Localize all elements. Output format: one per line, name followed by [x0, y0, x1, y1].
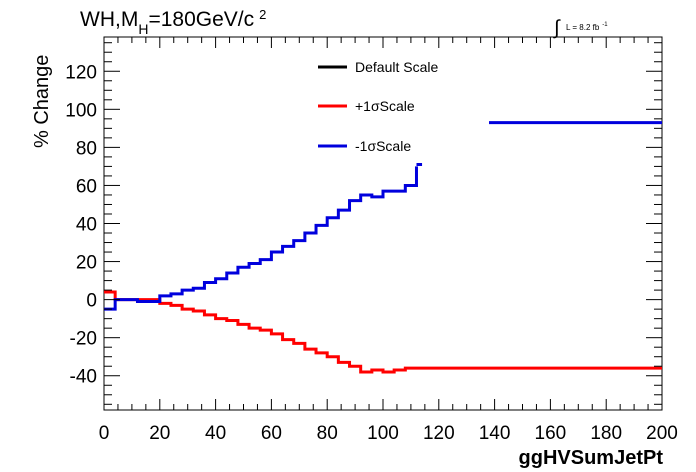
x-axis-label: ggHVSumJetPt [519, 447, 664, 469]
y-tick-label: 80 [76, 138, 97, 159]
x-tick-label: 20 [149, 423, 170, 444]
x-tick-label: 120 [423, 423, 455, 444]
x-tick-label: 180 [590, 423, 622, 444]
legend-label-plus1sigma: +1σScale [355, 98, 415, 114]
x-tick-label: 60 [261, 423, 282, 444]
lumi-integral-symbol: ∫ [553, 17, 561, 39]
lumi-label: L = 8.2 fb -1 [566, 22, 608, 32]
x-tick-label: 140 [479, 423, 511, 444]
x-tick-label: 200 [646, 423, 678, 444]
y-tick-label: 20 [76, 253, 97, 274]
series-line-minus1sigma [104, 166, 418, 311]
x-tick-label: 80 [317, 423, 338, 444]
series-line-plus1sigma [104, 290, 662, 374]
chart-title: WH,MH=180GeV/c 2 [80, 7, 266, 37]
plot-frame [103, 36, 663, 411]
x-tick-label: 160 [535, 423, 567, 444]
y-tick-label: 0 [86, 291, 97, 312]
legend: Default Scale +1σScale -1σScale [318, 59, 438, 154]
legend-label-default: Default Scale [355, 59, 438, 75]
y-tick-label: 60 [76, 176, 97, 197]
x-tick-label: 100 [367, 423, 399, 444]
x-tick-label: 40 [205, 423, 226, 444]
y-tick-label: 120 [65, 62, 97, 83]
y-tick-label: 40 [76, 215, 97, 236]
y-tick-label: -40 [70, 367, 97, 388]
y-axis-label: % Change [31, 55, 53, 148]
y-tick-label: -20 [70, 329, 97, 350]
legend-label-minus1sigma: -1σScale [355, 138, 411, 154]
x-tick-label: 0 [99, 423, 110, 444]
y-tick-label: 100 [65, 100, 97, 121]
